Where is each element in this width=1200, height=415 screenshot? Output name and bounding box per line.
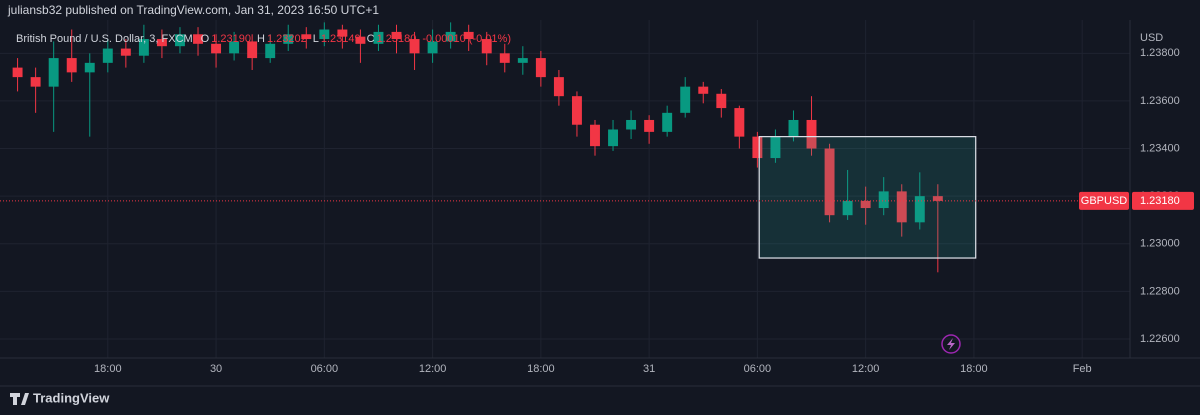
candle-body <box>463 31 474 40</box>
candle-body <box>391 31 402 40</box>
candle-body <box>535 58 546 78</box>
candle-body <box>48 58 59 87</box>
candle-body <box>193 34 203 44</box>
candle-body <box>571 96 582 125</box>
candle-body <box>806 119 817 149</box>
candle-body <box>120 48 131 56</box>
range-box <box>758 136 977 259</box>
ohlc-value: 1.23202 <box>267 33 307 45</box>
candle-body <box>553 77 564 97</box>
candle-body <box>788 119 799 137</box>
x-tick-label: 12:00 <box>419 363 447 375</box>
candle-body <box>175 34 185 47</box>
candle-body <box>229 41 240 54</box>
y-tick-label: 1.22800 <box>1140 285 1180 297</box>
ohlc-value: 1.23149 <box>321 33 361 45</box>
candle-body <box>499 53 510 63</box>
candle-body <box>878 191 889 209</box>
candle-body <box>680 86 691 113</box>
price-tag-label: 1.23180 <box>1140 195 1180 207</box>
x-tick-label: 06:00 <box>744 363 772 375</box>
y-tick-label: 1.22600 <box>1140 333 1180 345</box>
currency-label: USD <box>1140 32 1163 44</box>
candle-body <box>265 43 276 59</box>
event-icon-bolt <box>947 338 955 350</box>
ohlc-value: 1.23180 <box>377 33 417 45</box>
candle-body <box>211 43 222 54</box>
candle-body <box>138 39 149 56</box>
candle-body <box>896 191 907 223</box>
candle-body <box>337 29 348 37</box>
symbol-name: GBPUSD <box>1081 195 1128 207</box>
ohlc-key: H <box>257 33 265 45</box>
x-tick-label: Feb <box>1073 363 1092 375</box>
candle-body <box>770 136 781 159</box>
candle-body <box>517 58 528 63</box>
candle-body <box>319 29 330 40</box>
x-tick-label: 18:00 <box>527 363 555 375</box>
candle-body <box>481 39 492 54</box>
candle-body <box>698 86 709 94</box>
candle-body <box>608 129 618 147</box>
candle-body <box>932 196 943 201</box>
candle-body <box>373 31 384 44</box>
plot <box>12 22 943 273</box>
x-tick-label: 18:00 <box>94 363 122 375</box>
x-tick-label: 12:00 <box>852 363 880 375</box>
brand-logo <box>10 393 29 405</box>
candle-body <box>427 41 438 54</box>
candle-body <box>102 48 113 63</box>
candle-body <box>842 200 853 216</box>
candle-body <box>12 67 23 78</box>
overlay <box>0 136 1130 259</box>
candle-body <box>156 39 167 47</box>
ohlc-value: 1.23190 <box>211 33 251 45</box>
candle-body <box>824 148 835 216</box>
ohlc-key: O <box>201 33 210 45</box>
symbol-title: British Pound / U.S. Dollar, 3, FXCM <box>16 33 193 45</box>
ohlc-key: C <box>367 33 375 45</box>
candle-body <box>626 119 637 130</box>
candle-body <box>247 41 258 59</box>
x-tick-label: 31 <box>643 363 655 375</box>
candle-body <box>644 119 655 132</box>
legend: British Pound / U.S. Dollar, 3, FXCM O 1.2… <box>16 33 511 45</box>
candle-body <box>301 34 312 40</box>
candle-body <box>66 58 77 73</box>
event-icon[interactable] <box>941 334 961 354</box>
x-tick-label: 18:00 <box>960 363 988 375</box>
candle-body <box>409 39 420 54</box>
ohlc-key: L <box>313 33 319 45</box>
y-tick-label: 1.23600 <box>1140 95 1180 107</box>
symbol-tag <box>1079 191 1129 210</box>
candle-body <box>84 62 95 73</box>
candle-body <box>445 31 456 42</box>
price-tag <box>1132 191 1194 210</box>
candle-body <box>355 36 366 44</box>
published-note: juliansb32 published on TradingView.com,… <box>7 3 379 17</box>
brand-name: TradingView <box>33 390 110 405</box>
candle-body <box>283 34 294 44</box>
x-tick-label: 30 <box>210 363 222 375</box>
candle-body <box>914 196 925 223</box>
candle-body <box>752 136 763 159</box>
candle-body <box>662 112 673 132</box>
top-bar <box>0 0 1200 20</box>
change-value: -0.00010 (-0.01%) <box>422 33 511 45</box>
candle-body <box>590 124 600 147</box>
candle-body <box>734 108 745 137</box>
x-tick-label: 06:00 <box>311 363 339 375</box>
candle-body <box>30 77 41 87</box>
y-tick-label: 1.23000 <box>1140 238 1180 250</box>
y-tick-label: 1.23400 <box>1140 142 1180 154</box>
y-tick-label: 1.23800 <box>1140 47 1180 59</box>
candle-body <box>860 200 871 209</box>
candle-body <box>716 93 727 109</box>
